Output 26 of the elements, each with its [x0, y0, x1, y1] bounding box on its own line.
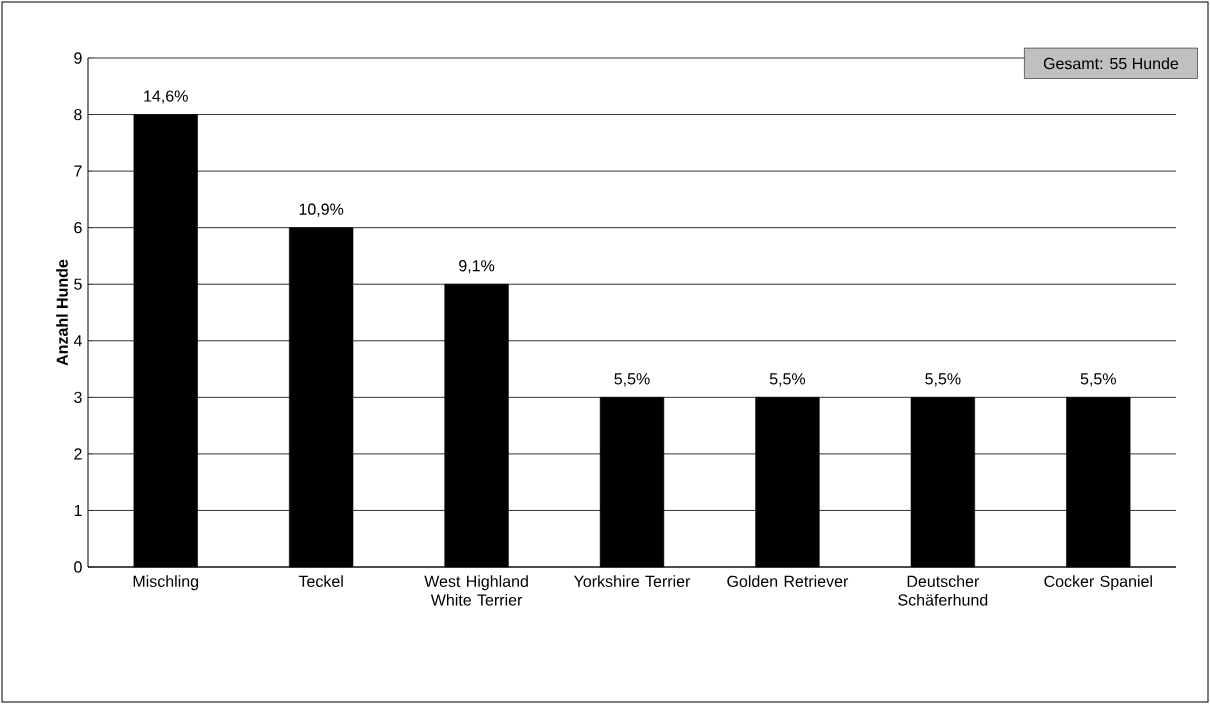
annotation: 5,5% — [925, 373, 961, 387]
x-tick-label: Golden Retriever — [727, 575, 849, 588]
y-tick-label: 7 — [74, 165, 82, 177]
y-tick-label: 4 — [73, 335, 82, 347]
y-tick-label: 5 — [74, 278, 82, 290]
y-tick-label: 0 — [74, 561, 82, 573]
x-tick-label: Deutscher Schäferhund — [898, 575, 988, 606]
y-axis-title: Anzahl Hunde — [56, 259, 68, 366]
annotation: 14,6% — [144, 90, 188, 104]
annotation: 5,5% — [1080, 373, 1116, 387]
y-tick-label: 9 — [74, 52, 82, 64]
x-tick-label: Cocker Spaniel — [1044, 575, 1152, 591]
x-tick-label: West Highland White Terrier — [424, 575, 528, 606]
x-tick-label: Teckel — [298, 575, 343, 588]
annotation: 5,5% — [614, 373, 650, 387]
y-tick-label: 2 — [74, 448, 82, 460]
y-tick-label: 6 — [74, 222, 82, 234]
annotation: 5,5% — [769, 373, 806, 387]
x-tick-label: Mischling — [133, 575, 199, 591]
y-tick-label: 3 — [74, 391, 82, 403]
x-tick-label: Yorkshire Terrier — [573, 575, 691, 588]
annotation: 9,1% — [459, 260, 495, 274]
y-tick-label: 8 — [74, 108, 82, 121]
y-tick-label: 1 — [74, 504, 82, 516]
annotation: 10,9% — [299, 203, 344, 217]
annotation: Gesamt: 55 Hunde — [1043, 57, 1179, 70]
